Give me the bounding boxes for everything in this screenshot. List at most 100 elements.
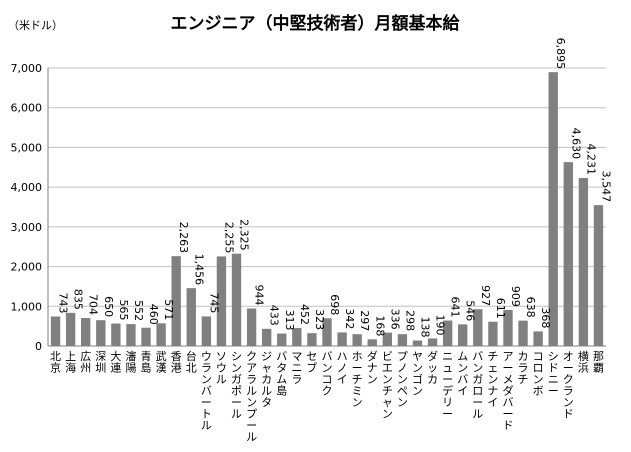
y-axis-ticks: 0 1,000 2,000 3,000 4,000 5,000 6,000 7,000 [11, 62, 43, 353]
category-labels: 北京上海広州深圳大連瀋陽青島武漢香港台北ウランバートルソウルシンガポールクアラル… [50, 349, 604, 444]
y-tick-label: 3,000 [11, 221, 43, 234]
value-label: 190 [434, 314, 447, 335]
bar [458, 324, 468, 346]
value-label: 168 [373, 315, 386, 336]
category-label: オークランド [563, 350, 574, 421]
value-label: 546 [464, 300, 477, 321]
value-label: 571 [162, 299, 175, 320]
unit-label: （米ドル） [8, 19, 63, 32]
bar [96, 320, 106, 346]
category-label: ソウル [216, 350, 227, 386]
value-label: 704 [87, 294, 100, 315]
category-label: ビエンチャン [382, 350, 393, 421]
bars [50, 72, 604, 347]
category-label: シドニー [548, 350, 559, 398]
category-label: ジャカルタ [261, 350, 272, 409]
category-label: ヤンゴン [412, 350, 423, 398]
bar [442, 320, 453, 346]
value-label: 313 [283, 310, 296, 331]
bar [367, 339, 377, 346]
bar [126, 324, 136, 346]
category-label: バンコク [322, 350, 333, 398]
bar [322, 318, 332, 346]
bar [156, 323, 166, 346]
category-label: セブ [306, 350, 317, 375]
y-tick-label: 0 [35, 340, 42, 353]
category-label: チェンナイ [487, 350, 498, 409]
value-label: 552 [132, 300, 145, 321]
value-label: 460 [147, 304, 160, 325]
bar [307, 333, 317, 346]
bar [186, 288, 196, 346]
bar [171, 256, 181, 346]
bar [201, 316, 212, 346]
bar [533, 331, 543, 346]
value-label: 138 [418, 317, 431, 338]
value-label: 336 [388, 309, 401, 330]
bar [81, 318, 91, 346]
value-label: 927 [479, 285, 492, 306]
bar [277, 333, 287, 346]
value-label: 323 [313, 309, 326, 330]
value-label: 298 [403, 310, 416, 331]
y-tick-label: 4,000 [11, 181, 43, 194]
category-label: 大連 [110, 349, 121, 375]
value-label: 745 [207, 292, 220, 313]
category-label: アーメダバード [502, 350, 513, 432]
category-label: カラチ [518, 350, 529, 386]
bar [231, 253, 242, 346]
category-label: マニラ [291, 350, 302, 386]
bar [50, 316, 61, 346]
category-label: 台北 [186, 349, 197, 375]
value-label: 638 [524, 297, 537, 318]
value-label: 743 [57, 292, 70, 313]
bar [593, 205, 604, 346]
bar [111, 323, 121, 346]
category-label: 横浜 [578, 349, 589, 375]
bar [503, 309, 513, 346]
value-label: 611 [494, 298, 507, 319]
bar [488, 321, 498, 346]
value-label: 433 [268, 305, 281, 326]
bar [216, 256, 227, 346]
bar [262, 328, 272, 346]
category-label: ダッカ [427, 349, 438, 386]
value-label: 2,325 [238, 219, 251, 251]
value-label: 368 [539, 307, 552, 328]
bar [352, 334, 362, 346]
value-label: 909 [509, 286, 522, 307]
category-label: クアラルンプール [246, 350, 257, 444]
category-label: バタム島 [276, 350, 287, 398]
value-label: 452 [298, 304, 311, 325]
bar [382, 332, 392, 346]
y-tick-label: 1,000 [11, 300, 43, 313]
bar [65, 312, 76, 346]
value-label: 4,231 [584, 143, 597, 175]
grid-lines [48, 67, 606, 307]
y-tick-label: 7,000 [11, 62, 43, 75]
bar [292, 328, 302, 346]
category-label: ムンバイ [457, 350, 468, 398]
y-tick-label: 5,000 [11, 141, 43, 154]
category-label: 広州 [80, 350, 91, 375]
bar [427, 338, 438, 346]
value-label: 698 [328, 294, 341, 315]
category-label: 那覇 [593, 350, 604, 375]
y-tick-label: 2,000 [11, 261, 43, 274]
y-tick-label: 6,000 [11, 102, 43, 115]
value-label: 6,895 [554, 38, 567, 70]
category-label: コロンボ [533, 350, 544, 398]
bar [518, 320, 528, 346]
category-label: ハノイ [337, 350, 348, 386]
value-label: 835 [72, 289, 85, 310]
category-label: シンガポール [231, 350, 242, 421]
bar [578, 177, 589, 346]
category-label: 青島 [141, 350, 152, 375]
value-label: 297 [358, 310, 371, 331]
bar [563, 162, 573, 346]
category-label: ホーチミン [352, 350, 363, 409]
value-label: 3,547 [599, 171, 612, 203]
bar [412, 340, 423, 346]
value-label: 2,263 [177, 222, 190, 254]
value-label: 565 [117, 300, 130, 321]
